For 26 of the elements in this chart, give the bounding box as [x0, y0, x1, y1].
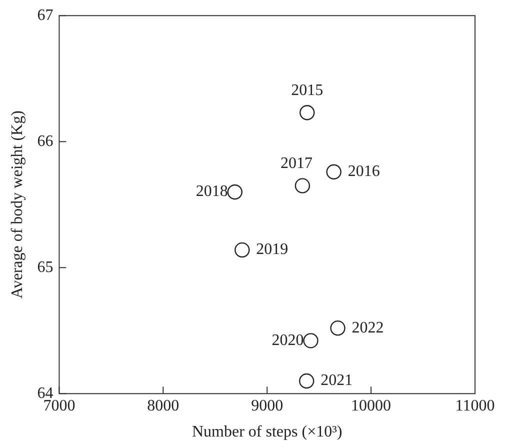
point — [227, 184, 242, 200]
annotation: 2022 — [352, 319, 384, 336]
y-axis-title: Average of body weight (Kg) — [8, 110, 26, 299]
annotation: 2016 — [348, 163, 380, 180]
point — [234, 242, 250, 258]
x-axis-title: Number of steps (×10³) — [192, 424, 342, 441]
annotation: 2018 — [196, 183, 228, 200]
x-tick-label: 10000 — [351, 397, 392, 414]
x-tick-label: 11000 — [455, 397, 495, 414]
point — [326, 164, 342, 180]
point — [299, 373, 314, 389]
y-tick-label: 65 — [37, 258, 54, 276]
point — [303, 333, 318, 348]
annotation: 2020 — [272, 332, 304, 349]
y-tick-label: 67 — [37, 6, 54, 24]
y-tick-label: 66 — [37, 132, 54, 150]
annotation: 2019 — [256, 241, 288, 258]
x-tick-label: 8000 — [147, 397, 180, 414]
point — [330, 320, 346, 336]
x-tick-label: 9000 — [251, 397, 284, 414]
annotation: 2017 — [280, 154, 312, 172]
point — [294, 178, 310, 194]
x-tick-label: 7000 — [43, 397, 76, 414]
annotation: 2021 — [320, 372, 353, 390]
annotation: 2015 — [291, 82, 324, 99]
point — [300, 105, 315, 120]
